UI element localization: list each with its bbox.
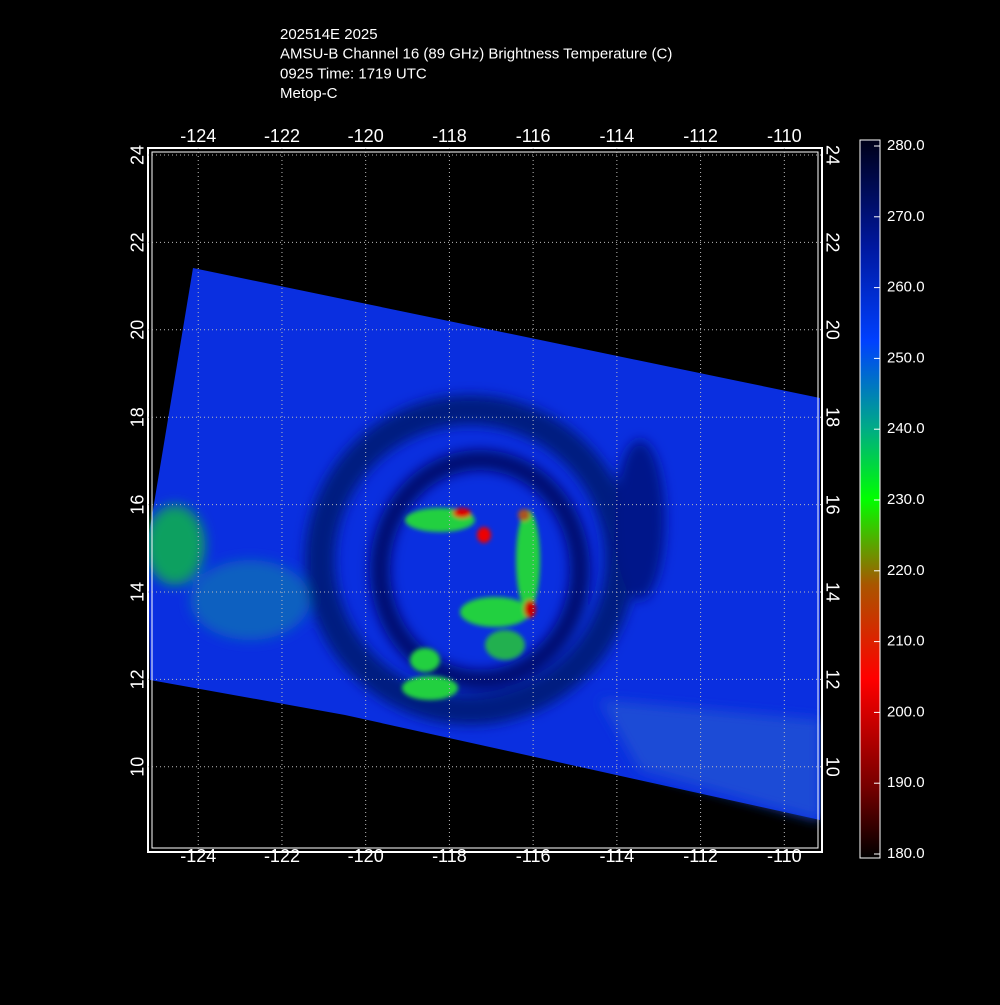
lat-label: 22 bbox=[128, 232, 148, 252]
lon-label: -116 bbox=[516, 846, 551, 866]
lon-label: -120 bbox=[348, 126, 384, 146]
lat-label: 16 bbox=[128, 495, 148, 515]
lon-label: -120 bbox=[348, 846, 384, 866]
lon-label: -118 bbox=[432, 126, 467, 146]
lon-label: -122 bbox=[264, 126, 300, 146]
lat-label: 24 bbox=[128, 145, 148, 165]
lat-label: 18 bbox=[128, 407, 148, 427]
lon-label: -112 bbox=[683, 126, 718, 146]
lat-label: 20 bbox=[128, 320, 148, 340]
title-line: AMSU-B Channel 16 (89 GHz) Brightness Te… bbox=[280, 46, 672, 63]
lat-label: 10 bbox=[822, 757, 842, 777]
lon-label: -110 bbox=[767, 126, 802, 146]
colorbar-label: 280.0 bbox=[887, 137, 925, 154]
imagery bbox=[148, 268, 820, 820]
colorbar-label: 230.0 bbox=[887, 491, 925, 508]
lon-label: -114 bbox=[600, 126, 635, 146]
lon-label: -124 bbox=[180, 846, 216, 866]
map-frame bbox=[147, 147, 823, 853]
colorbar-label: 270.0 bbox=[887, 208, 925, 225]
lat-label: 22 bbox=[822, 232, 842, 252]
colorbar-label: 220.0 bbox=[887, 562, 925, 579]
lon-label: -118 bbox=[432, 846, 467, 866]
colorbar-label: 250.0 bbox=[887, 349, 925, 366]
lon-label: -114 bbox=[600, 846, 635, 866]
colorbar-label: 240.0 bbox=[887, 420, 925, 437]
colorbar-label: 210.0 bbox=[887, 633, 925, 650]
lat-label: 10 bbox=[128, 757, 148, 777]
lon-label: -122 bbox=[264, 846, 300, 866]
colorbar-label: 260.0 bbox=[887, 279, 925, 296]
lat-label: 16 bbox=[822, 495, 842, 515]
map-frame-inner bbox=[151, 151, 819, 849]
lat-label: 24 bbox=[822, 145, 842, 165]
lat-label: 12 bbox=[822, 669, 842, 689]
title-line: Metop-C bbox=[280, 85, 338, 102]
lon-label: -124 bbox=[180, 126, 216, 146]
lat-label: 20 bbox=[822, 320, 842, 340]
colorbar-label: 180.0 bbox=[887, 845, 925, 862]
lat-label: 14 bbox=[128, 582, 148, 602]
title-line: 202514E 2025 bbox=[280, 26, 378, 43]
colorbar-label: 200.0 bbox=[887, 703, 925, 720]
title-line: 0925 Time: 1719 UTC bbox=[280, 65, 427, 82]
lat-label: 14 bbox=[822, 582, 842, 602]
lon-label: -110 bbox=[767, 846, 802, 866]
lat-label: 18 bbox=[822, 407, 842, 427]
colorbar bbox=[859, 139, 881, 859]
colorbar-label: 190.0 bbox=[887, 774, 925, 791]
lon-label: -112 bbox=[683, 846, 718, 866]
lat-label: 12 bbox=[128, 669, 148, 689]
lon-label: -116 bbox=[516, 126, 551, 146]
